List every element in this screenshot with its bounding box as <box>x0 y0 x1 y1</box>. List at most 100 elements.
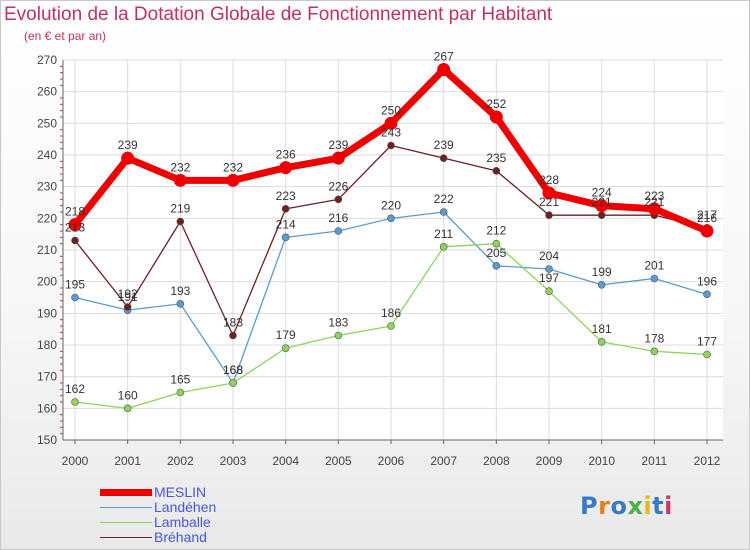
data-point-br-hand <box>492 167 501 175</box>
data-point-br-hand <box>439 154 448 162</box>
data-point-meslin <box>121 151 135 165</box>
data-label-land-hen: 193 <box>170 284 190 298</box>
data-label-lamballe: 211 <box>434 227 453 241</box>
data-label-br-hand: 217 <box>697 208 717 222</box>
data-point-land-hen <box>71 293 79 302</box>
x-tick-label: 2006 <box>378 454 405 468</box>
data-label-land-hen: 214 <box>276 217 296 231</box>
chart-title: Evolution de la Dotation Globale de Fonc… <box>4 4 553 25</box>
data-label-br-hand: 239 <box>434 138 454 152</box>
data-label-meslin: 239 <box>328 138 348 152</box>
data-point-br-hand <box>281 205 290 213</box>
legend-swatch-meslin <box>100 488 152 496</box>
data-label-meslin: 236 <box>276 148 296 162</box>
data-label-meslin: 228 <box>539 173 559 187</box>
data-label-lamballe: 179 <box>276 328 296 342</box>
legend-item-meslin: MESLIN <box>100 484 206 500</box>
data-point-br-hand <box>387 141 395 150</box>
data-label-lamballe: 177 <box>697 335 717 349</box>
data-label-meslin: 267 <box>434 50 454 64</box>
x-tick-label: 2005 <box>325 454 352 468</box>
data-point-lamballe <box>387 322 395 330</box>
legend-swatch-land-hen <box>100 506 152 508</box>
data-label-br-hand: 213 <box>65 221 85 235</box>
y-tick-label: 190 <box>37 306 57 320</box>
data-label-br-hand: 219 <box>170 202 190 216</box>
data-label-land-hen: 205 <box>486 246 506 260</box>
y-tick-label: 170 <box>37 370 57 384</box>
logo-letter: r <box>598 492 611 520</box>
y-tick-label: 240 <box>37 148 57 162</box>
legend-item-land-hen: Landéhen <box>100 499 216 515</box>
logo-letter: o <box>610 492 628 520</box>
data-label-land-hen: 196 <box>697 274 717 288</box>
data-label-meslin: 232 <box>223 160 243 174</box>
data-label-lamballe: 168 <box>223 363 243 377</box>
y-tick-label: 160 <box>37 401 57 415</box>
data-point-meslin <box>331 151 345 165</box>
y-tick-label: 220 <box>37 211 57 225</box>
data-label-lamballe: 183 <box>328 316 348 330</box>
data-point-br-hand <box>123 303 132 311</box>
data-point-lamballe <box>703 350 711 359</box>
data-point-meslin <box>489 110 503 124</box>
data-point-meslin <box>279 161 293 175</box>
data-point-meslin <box>595 199 609 213</box>
data-label-meslin: 218 <box>65 205 85 219</box>
x-tick-label: 2009 <box>536 454 563 468</box>
legend-swatch-lamballe <box>100 521 152 523</box>
x-tick-label: 2012 <box>694 454 721 468</box>
data-point-meslin <box>68 218 82 232</box>
data-point-meslin <box>226 173 240 187</box>
data-label-br-hand: 243 <box>381 126 401 140</box>
data-label-meslin: 223 <box>644 189 664 203</box>
data-label-lamballe: 181 <box>592 322 612 336</box>
data-label-lamballe: 160 <box>118 388 138 402</box>
data-point-land-hen <box>281 233 290 242</box>
data-point-lamballe <box>492 239 501 248</box>
logo-letter: t <box>652 492 665 520</box>
data-label-lamballe: 186 <box>381 306 401 320</box>
data-point-meslin <box>647 202 661 216</box>
data-point-meslin <box>384 116 398 130</box>
logo-letter: i <box>664 492 673 520</box>
data-point-lamballe <box>123 404 132 413</box>
data-point-lamballe <box>281 344 290 352</box>
data-label-land-hen: 168 <box>223 363 243 377</box>
data-label-land-hen: 204 <box>539 249 559 263</box>
y-tick-label: 200 <box>37 275 57 289</box>
data-label-meslin: 252 <box>486 97 506 111</box>
y-tick-label: 250 <box>37 116 57 130</box>
data-point-lamballe <box>71 398 79 406</box>
data-label-lamballe: 165 <box>170 373 190 387</box>
data-point-land-hen <box>176 300 185 308</box>
data-point-lamballe <box>650 347 659 356</box>
chart-subtitle: (en € et par an) <box>24 29 107 43</box>
logo-letter: P <box>580 492 599 520</box>
data-label-br-hand: 221 <box>539 195 559 209</box>
data-label-br-hand: 192 <box>118 287 138 301</box>
data-label-br-hand: 221 <box>644 195 664 209</box>
data-point-lamballe <box>176 388 185 397</box>
data-point-land-hen <box>387 214 395 223</box>
data-point-br-hand <box>597 211 606 219</box>
data-label-meslin: 216 <box>697 211 717 225</box>
data-label-land-hen: 222 <box>434 192 454 206</box>
legend-item-lamballe: Lamballe <box>100 514 211 530</box>
data-label-br-hand: 235 <box>486 151 506 165</box>
data-label-meslin: 239 <box>118 138 138 152</box>
logo-letter: x <box>627 492 644 520</box>
data-point-lamballe <box>545 287 553 295</box>
data-point-land-hen <box>545 265 553 273</box>
y-tick-label: 260 <box>37 85 57 99</box>
data-point-land-hen <box>439 208 448 216</box>
x-tick-label: 2000 <box>62 454 89 468</box>
data-point-br-hand <box>545 211 553 219</box>
data-point-br-hand <box>334 195 343 204</box>
legend-item-br-hand: Bréhand <box>100 529 207 545</box>
series-land-hen <box>71 208 711 387</box>
data-label-land-hen: 195 <box>65 278 85 292</box>
data-point-land-hen <box>597 281 606 289</box>
y-tick-label: 230 <box>37 180 57 194</box>
